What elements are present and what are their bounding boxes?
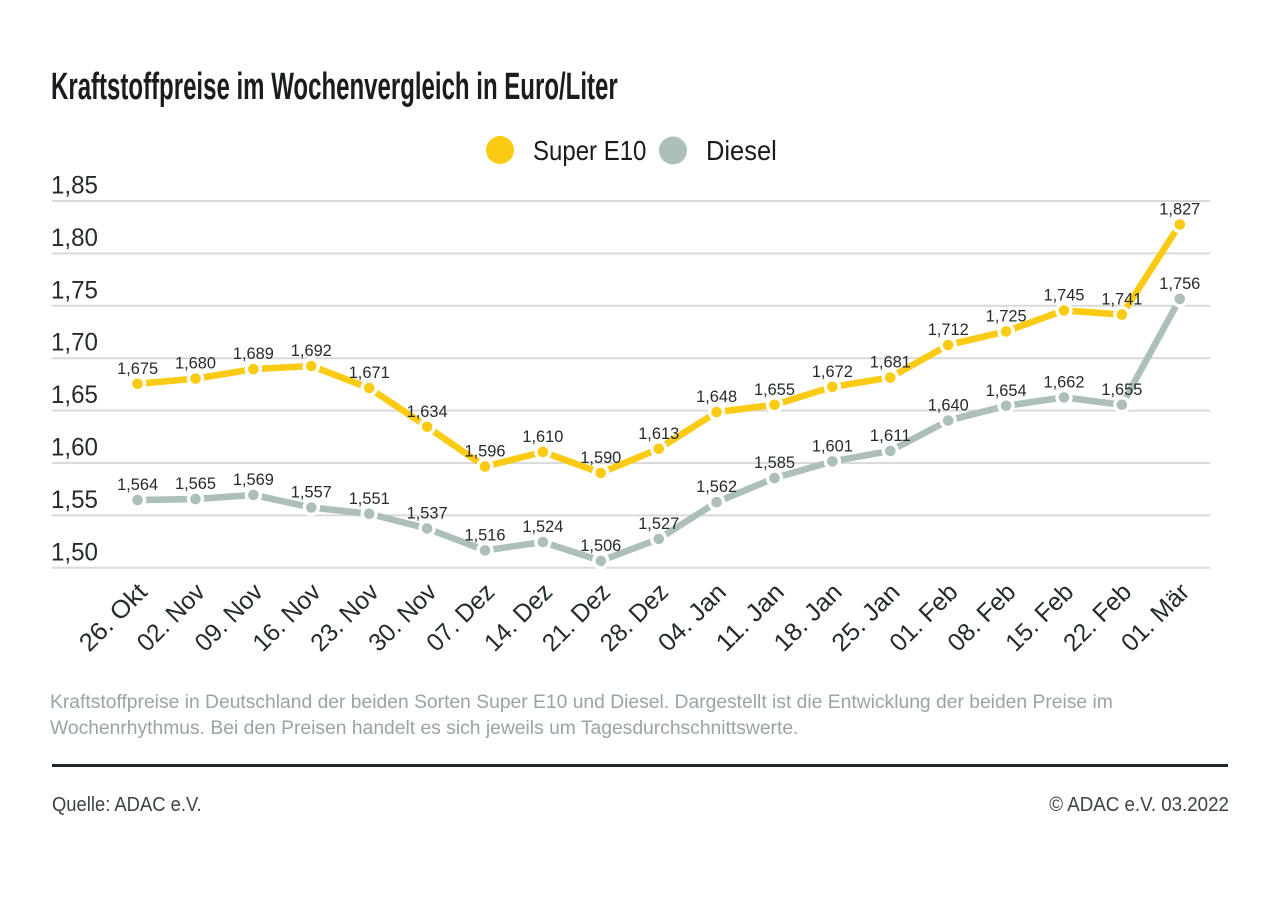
svg-text:1,562: 1,562 [696, 477, 737, 496]
svg-text:1,681: 1,681 [870, 353, 911, 372]
svg-text:1,60: 1,60 [51, 434, 98, 462]
svg-text:1,662: 1,662 [1044, 372, 1085, 391]
svg-text:1,527: 1,527 [638, 514, 679, 533]
svg-text:1,648: 1,648 [696, 387, 737, 406]
svg-text:1,745: 1,745 [1044, 285, 1085, 304]
svg-text:1,551: 1,551 [349, 489, 390, 508]
svg-text:1,675: 1,675 [117, 359, 158, 378]
svg-text:1,680: 1,680 [175, 354, 216, 373]
svg-text:1,655: 1,655 [754, 380, 795, 399]
svg-text:1,672: 1,672 [812, 362, 853, 381]
svg-text:1,692: 1,692 [291, 341, 332, 360]
svg-text:1,640: 1,640 [928, 396, 969, 415]
svg-text:1,565: 1,565 [175, 474, 216, 493]
svg-text:1,756: 1,756 [1159, 274, 1200, 293]
svg-text:1,516: 1,516 [465, 525, 506, 544]
svg-text:1,80: 1,80 [51, 224, 98, 252]
svg-text:1,655: 1,655 [1101, 380, 1142, 399]
svg-text:1,557: 1,557 [291, 483, 332, 502]
svg-text:1,506: 1,506 [580, 536, 621, 555]
svg-text:1,569: 1,569 [233, 470, 274, 489]
svg-text:1,537: 1,537 [407, 503, 448, 522]
svg-text:1,634: 1,634 [407, 402, 448, 421]
svg-text:1,596: 1,596 [465, 442, 506, 461]
svg-text:1,601: 1,601 [812, 436, 853, 455]
svg-text:1,524: 1,524 [522, 517, 563, 536]
svg-text:1,827: 1,827 [1159, 200, 1200, 219]
svg-text:1,712: 1,712 [928, 320, 969, 339]
svg-text:1,610: 1,610 [522, 427, 563, 446]
svg-text:1,613: 1,613 [638, 424, 679, 443]
svg-text:1,70: 1,70 [51, 329, 98, 357]
svg-text:1,671: 1,671 [349, 363, 390, 382]
svg-text:1,50: 1,50 [51, 538, 98, 566]
svg-text:1,741: 1,741 [1101, 290, 1142, 309]
svg-text:1,85: 1,85 [51, 172, 98, 200]
svg-text:1,590: 1,590 [580, 448, 621, 467]
svg-text:1,75: 1,75 [51, 276, 98, 304]
svg-text:1,654: 1,654 [986, 381, 1027, 400]
svg-text:1,55: 1,55 [51, 486, 98, 514]
svg-text:1,585: 1,585 [754, 453, 795, 472]
svg-text:1,564: 1,564 [117, 475, 158, 494]
svg-text:1,65: 1,65 [51, 381, 98, 409]
svg-text:1,689: 1,689 [233, 344, 274, 363]
svg-text:1,611: 1,611 [870, 426, 911, 445]
svg-text:1,725: 1,725 [986, 306, 1027, 325]
